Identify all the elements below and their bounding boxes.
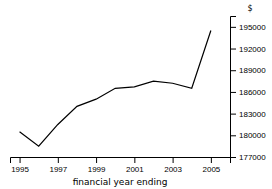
x-tick-mark [134, 157, 135, 163]
y-tick: 186000 [230, 88, 266, 97]
x-tick-mark [96, 157, 97, 163]
y-tick-label: 192000 [239, 45, 266, 54]
y-tick-mark [230, 92, 236, 93]
x-axis-line [11, 158, 231, 164]
y-axis-line [231, 17, 237, 158]
y-tick: 192000 [230, 45, 266, 54]
x-tick: 2001 [126, 157, 144, 174]
x-tick-label: 1999 [88, 165, 106, 174]
y-tick: 189000 [230, 66, 266, 75]
x-tick: 1995 [11, 157, 29, 174]
line [20, 30, 211, 146]
x-tick: 1999 [88, 157, 106, 174]
y-tick-label: 180000 [239, 131, 266, 140]
x-tick-mark [20, 157, 21, 163]
y-tick-label: 177000 [239, 153, 266, 162]
x-tick: 1997 [49, 157, 67, 174]
y-tick: 177000 [230, 153, 266, 162]
x-tick-mark [211, 157, 212, 163]
x-tick: 2005 [202, 157, 220, 174]
y-tick: 183000 [230, 110, 266, 119]
y-tick-label: 183000 [239, 110, 266, 119]
x-tick-label: 2001 [126, 165, 144, 174]
y-tick-mark [230, 27, 236, 28]
x-label: financial year ending [73, 177, 168, 187]
chart: 1995 1997 1999 2001 2003 2005 177000 180000 1830… [0, 0, 272, 189]
y-tick-mark [230, 114, 236, 115]
y-axis: 177000 180000 183000 186000 189000 192000 1950… [230, 17, 266, 163]
y-tick-mark [230, 70, 236, 71]
y-tick-label: 186000 [239, 88, 266, 97]
x-tick-label: 1995 [11, 165, 29, 174]
y-tick-label: 195000 [239, 23, 266, 32]
x-tick: 2003 [164, 157, 182, 174]
y-tick: 195000 [230, 23, 266, 32]
x-tick-label: 1997 [49, 165, 67, 174]
marks [20, 30, 211, 146]
annotation: $ [247, 4, 252, 13]
plot: 1995 1997 1999 2001 2003 2005 177000 180000 1830… [11, 17, 267, 174]
x-tick-label: 2003 [164, 165, 182, 174]
y-tick: 180000 [230, 131, 266, 140]
y-tick-mark [230, 157, 236, 158]
y-tick-mark [230, 49, 236, 50]
x-tick-label: 2005 [202, 165, 220, 174]
y-tick-label: 189000 [239, 66, 266, 75]
x-axis: 1995 1997 1999 2001 2003 2005 [11, 157, 231, 174]
y-tick-mark [230, 135, 236, 136]
x-tick-mark [173, 157, 174, 163]
x-tick-mark [58, 157, 59, 163]
